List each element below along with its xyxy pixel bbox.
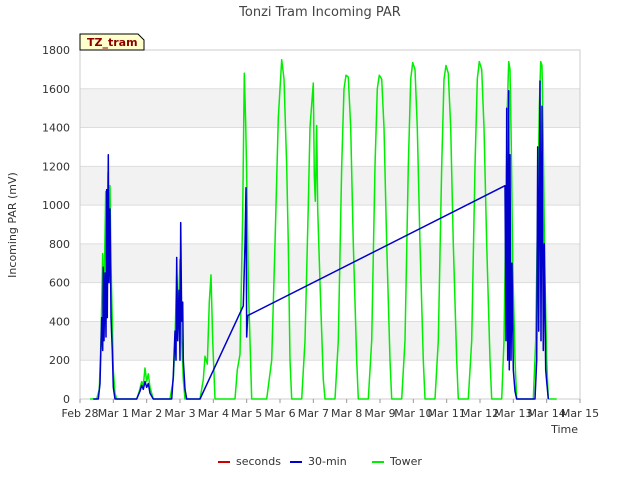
y-tick-label: 1200	[42, 160, 70, 173]
x-tick-label: Mar 8	[331, 407, 362, 420]
grid-band	[80, 243, 580, 283]
x-tick-label: Mar 7	[298, 407, 329, 420]
x-tick-label: Mar 3	[164, 407, 195, 420]
x-tick-label: Mar 5	[231, 407, 262, 420]
y-tick-label: 800	[49, 238, 70, 251]
x-tick-label: Mar 10	[394, 407, 432, 420]
station-badge-label: TZ_tram	[87, 36, 138, 49]
x-tick-label: Mar 11	[428, 407, 466, 420]
x-tick-label: Mar 6	[264, 407, 295, 420]
x-tick-label: Mar 14	[528, 407, 566, 420]
station-badge-shape	[79, 33, 145, 51]
grid-band	[80, 321, 580, 361]
legend: seconds 30-min Tower	[218, 455, 422, 468]
y-tick-label: 1600	[42, 83, 70, 96]
y-tick-label: 200	[49, 354, 70, 367]
station-badge: TZ_tram	[79, 33, 145, 51]
x-tick-label: Mar 12	[461, 407, 499, 420]
series-line-30-min	[93, 80, 550, 400]
x-tick-label: Mar 2	[131, 407, 162, 420]
legend-label: 30-min	[308, 455, 347, 468]
chart-title: Tonzi Tram Incoming PAR	[238, 5, 401, 20]
y-tick-label: 1400	[42, 122, 70, 135]
x-tick-label: Mar 4	[198, 407, 229, 420]
x-tick-labels: Feb 28 Mar 1 Mar 2 Mar 3 Mar 4 Mar 5 Mar 6 Mar …	[62, 399, 599, 420]
y-tick-label: 1800	[42, 44, 70, 57]
legend-label: Tower	[389, 455, 422, 468]
x-tick-label: Mar 9	[364, 407, 395, 420]
y-tick-label: 0	[63, 393, 70, 406]
grid-bands	[80, 88, 580, 361]
x-axis-label: Time	[550, 423, 578, 436]
legend-label: seconds	[236, 455, 281, 468]
y-tick-label: 600	[49, 277, 70, 290]
series-layer	[90, 58, 557, 400]
x-tick-label: Feb 28	[62, 407, 99, 420]
y-tick-label: 1000	[42, 199, 70, 212]
y-tick-label: 400	[49, 315, 70, 328]
x-tick-label: Mar 15	[561, 407, 599, 420]
x-tick-label: Mar 13	[494, 407, 532, 420]
x-tick-label: Mar 1	[98, 407, 129, 420]
y-axis-label: Incoming PAR (mV)	[6, 172, 19, 278]
grid-band	[80, 166, 580, 206]
y-tick-labels: 0 200 400 600 800 1000 1200 1400 1600 1800	[42, 44, 70, 406]
grid-band	[80, 88, 580, 128]
